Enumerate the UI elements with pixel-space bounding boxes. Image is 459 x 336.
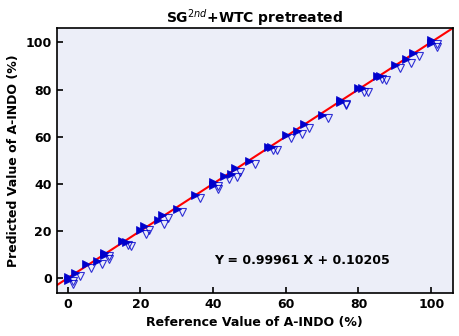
Y-axis label: Predicted Value of A-INDO (%): Predicted Value of A-INDO (%) xyxy=(7,54,20,267)
Title: SG$^{2nd}$+WTC pretreated: SG$^{2nd}$+WTC pretreated xyxy=(166,7,342,28)
X-axis label: Reference Value of A-INDO (%): Reference Value of A-INDO (%) xyxy=(146,316,363,329)
Text: Y = 0.99961 X + 0.10205: Y = 0.99961 X + 0.10205 xyxy=(214,254,389,267)
